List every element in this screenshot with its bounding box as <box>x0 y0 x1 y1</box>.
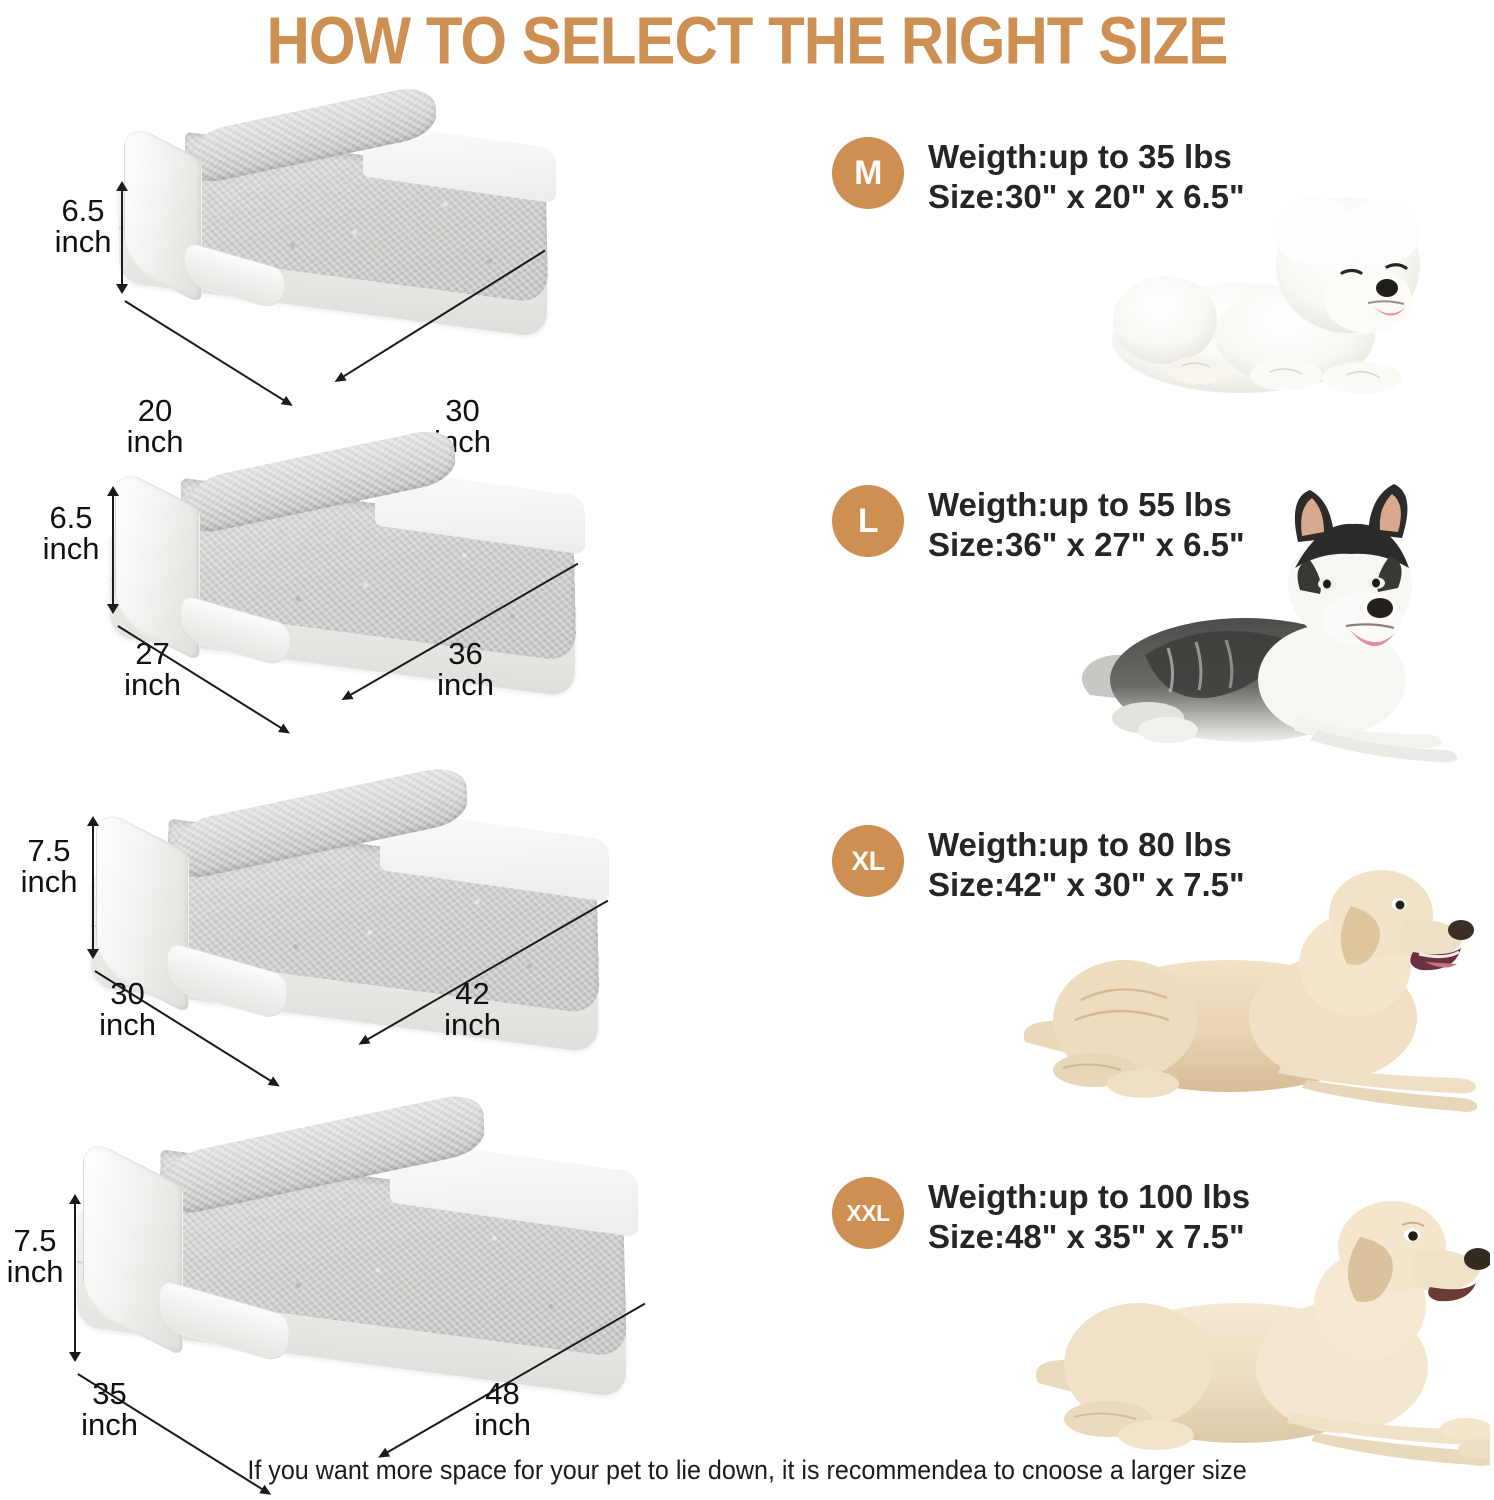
dog-photo-labrador-retriever <box>1030 1177 1490 1477</box>
depth-value: 35 <box>92 1376 127 1411</box>
size-badge-xxl: XXL <box>832 1177 904 1249</box>
size-row-large: 6.5 inch 27 inch 36 inch L Weigth:up to … <box>0 424 1494 790</box>
height-unit: inch <box>42 531 100 566</box>
spec-text-l: Weigth:up to 55 lbs Size:36" x 27" x 6.5… <box>928 485 1245 564</box>
weight-line: Weigth:up to 80 lbs <box>928 826 1232 863</box>
depth-unit: inch <box>124 667 181 702</box>
depth-dimension-label: 30 inch <box>80 978 175 1040</box>
badge-label: M <box>854 153 882 192</box>
size-row-medium: 6.5 inch 20 inch 30 inch M Weigth:up to … <box>0 81 1494 457</box>
size-badge-l: L <box>832 485 904 557</box>
page-title: HOW TO SELECT THE RIGHT SIZE <box>266 3 1229 79</box>
depth-value: 20 <box>137 393 173 428</box>
size-info-large: L Weigth:up to 55 lbs Size:36" x 27" x 6… <box>800 440 1494 790</box>
size-row-xl: 7.5 inch 30 inch 42 inch XL Weigth:up to… <box>0 761 1494 1135</box>
spec-text-xl: Weigth:up to 80 lbs Size:42" x 30" x 7.5… <box>928 825 1245 904</box>
size-info-xxl: XXL Weigth:up to 100 lbs Size:48" x 35" … <box>800 1115 1494 1466</box>
width-unit: inch <box>444 1007 501 1042</box>
spec-text-m: Weigth:up to 35 lbs Size:30" x 20" x 6.5… <box>928 137 1245 216</box>
size-row-xxl: 7.5 inch 35 inch 48 inch XXL Weigth:up t… <box>0 1089 1494 1494</box>
depth-unit: inch <box>99 1007 156 1042</box>
badge-label: L <box>857 501 879 540</box>
height-arrow <box>69 1194 81 1362</box>
depth-dimension-label: 27 inch <box>105 638 200 700</box>
size-badge-m: M <box>832 137 904 209</box>
width-unit: inch <box>437 667 494 702</box>
dog-photo-siberian-husky <box>1050 480 1480 770</box>
height-value: 6.5 <box>49 500 93 535</box>
bed-illustration-xxl: 7.5 inch 35 inch 48 inch <box>0 1089 800 1494</box>
height-dimension-label: 6.5 inch <box>35 502 107 564</box>
width-value: 30 <box>445 393 480 428</box>
height-arrow <box>107 486 119 614</box>
depth-value: 30 <box>110 976 145 1011</box>
depth-value: 27 <box>135 636 170 671</box>
height-value: 7.5 <box>13 1223 57 1258</box>
height-unit: inch <box>6 1254 64 1289</box>
height-dimension-label: 6.5 inch <box>48 195 118 257</box>
height-unit: inch <box>54 224 112 259</box>
weight-line: Weigth:up to 55 lbs <box>928 486 1232 523</box>
width-value: 42 <box>455 976 490 1011</box>
bed-base <box>65 1089 655 1415</box>
height-dimension-label: 7.5 inch <box>13 835 85 897</box>
width-value: 36 <box>448 636 483 671</box>
height-value: 6.5 <box>61 193 105 228</box>
dog-photo-bichon-frise-white <box>1090 170 1460 420</box>
size-info-medium: M Weigth:up to 35 lbs Size:30" x 20" x 6… <box>800 95 1494 445</box>
height-arrow <box>87 816 99 959</box>
pet-bed-graphic <box>65 1089 655 1415</box>
badge-label: XL <box>851 845 885 876</box>
bed-base <box>110 81 570 355</box>
weight-line: Weigth:up to 100 lbs <box>928 1178 1251 1215</box>
pet-bed-graphic <box>110 81 570 355</box>
height-unit: inch <box>20 864 78 899</box>
width-value: 48 <box>485 1376 520 1411</box>
height-dimension-label: 7.5 inch <box>0 1225 70 1287</box>
badge-label: XXL <box>846 1199 890 1226</box>
size-line: Size:42" x 30" x 7.5" <box>928 865 1245 903</box>
bed-illustration-medium: 6.5 inch 20 inch 30 inch <box>0 81 800 457</box>
width-dimension-label: 42 inch <box>425 978 520 1040</box>
size-badge-xl: XL <box>832 825 904 897</box>
weight-line: Weigth:up to 35 lbs <box>928 138 1232 175</box>
size-line: Size:36" x 27" x 6.5" <box>928 525 1245 563</box>
height-value: 7.5 <box>27 833 71 868</box>
depth-unit: inch <box>81 1407 138 1442</box>
bed-illustration-xl: 7.5 inch 30 inch 42 inch <box>0 761 800 1135</box>
height-arrow <box>116 181 128 294</box>
bed-illustration-large: 6.5 inch 27 inch 36 inch <box>0 424 800 790</box>
size-info-xl: XL Weigth:up to 80 lbs Size:42" x 30" x … <box>800 785 1494 1135</box>
depth-dimension-label: 35 inch <box>62 1378 157 1440</box>
width-dimension-label: 36 inch <box>418 638 513 700</box>
size-line: Size:48" x 35" x 7.5" <box>928 1217 1245 1255</box>
footer-note: If you want more space for your pet to l… <box>247 1455 1247 1485</box>
width-unit: inch <box>474 1407 531 1442</box>
width-dimension-label: 48 inch <box>455 1378 550 1440</box>
spec-text-xxl: Weigth:up to 100 lbs Size:48" x 35" x 7.… <box>928 1177 1250 1256</box>
dog-photo-golden-retriever <box>1015 830 1485 1125</box>
depth-unit: inch <box>126 424 184 459</box>
size-line: Size:30" x 20" x 6.5" <box>928 177 1245 215</box>
depth-dimension-label: 20 inch <box>110 395 200 457</box>
